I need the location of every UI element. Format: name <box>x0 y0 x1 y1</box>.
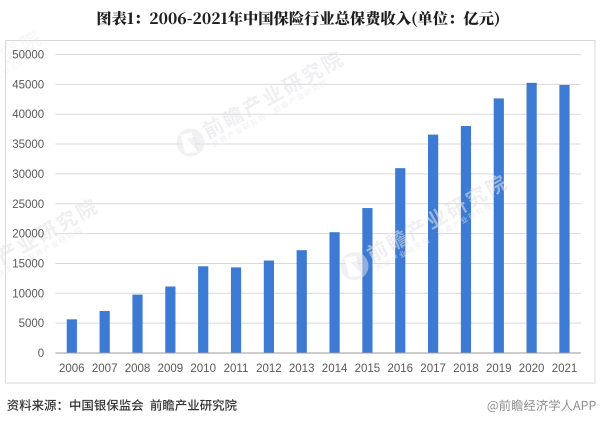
svg-text:40000: 40000 <box>12 109 44 121</box>
svg-text:25000: 25000 <box>12 199 44 211</box>
svg-text:45000: 45000 <box>12 79 44 91</box>
svg-text:15000: 15000 <box>12 259 44 271</box>
svg-text:2016: 2016 <box>388 363 414 375</box>
svg-text:2015: 2015 <box>355 363 381 375</box>
svg-text:2011: 2011 <box>224 363 249 375</box>
svg-text:2009: 2009 <box>158 363 184 375</box>
svg-text:10000: 10000 <box>12 288 44 300</box>
svg-text:2019: 2019 <box>486 363 512 375</box>
svg-text:2012: 2012 <box>256 363 282 375</box>
svg-text:2010: 2010 <box>190 363 216 375</box>
svg-text:30000: 30000 <box>12 169 44 181</box>
svg-text:2020: 2020 <box>519 363 545 375</box>
svg-text:35000: 35000 <box>12 139 44 151</box>
svg-text:2007: 2007 <box>92 363 118 375</box>
svg-text:2017: 2017 <box>420 363 446 375</box>
svg-text:2008: 2008 <box>125 363 151 375</box>
svg-text:2006: 2006 <box>59 363 85 375</box>
svg-text:2021: 2021 <box>552 363 578 375</box>
svg-text:2014: 2014 <box>322 363 348 375</box>
svg-text:2013: 2013 <box>289 363 315 375</box>
svg-text:50000: 50000 <box>12 50 44 62</box>
svg-text:0: 0 <box>38 348 44 360</box>
svg-text:20000: 20000 <box>12 229 44 241</box>
svg-text:2018: 2018 <box>453 363 479 375</box>
svg-text:5000: 5000 <box>19 318 45 330</box>
